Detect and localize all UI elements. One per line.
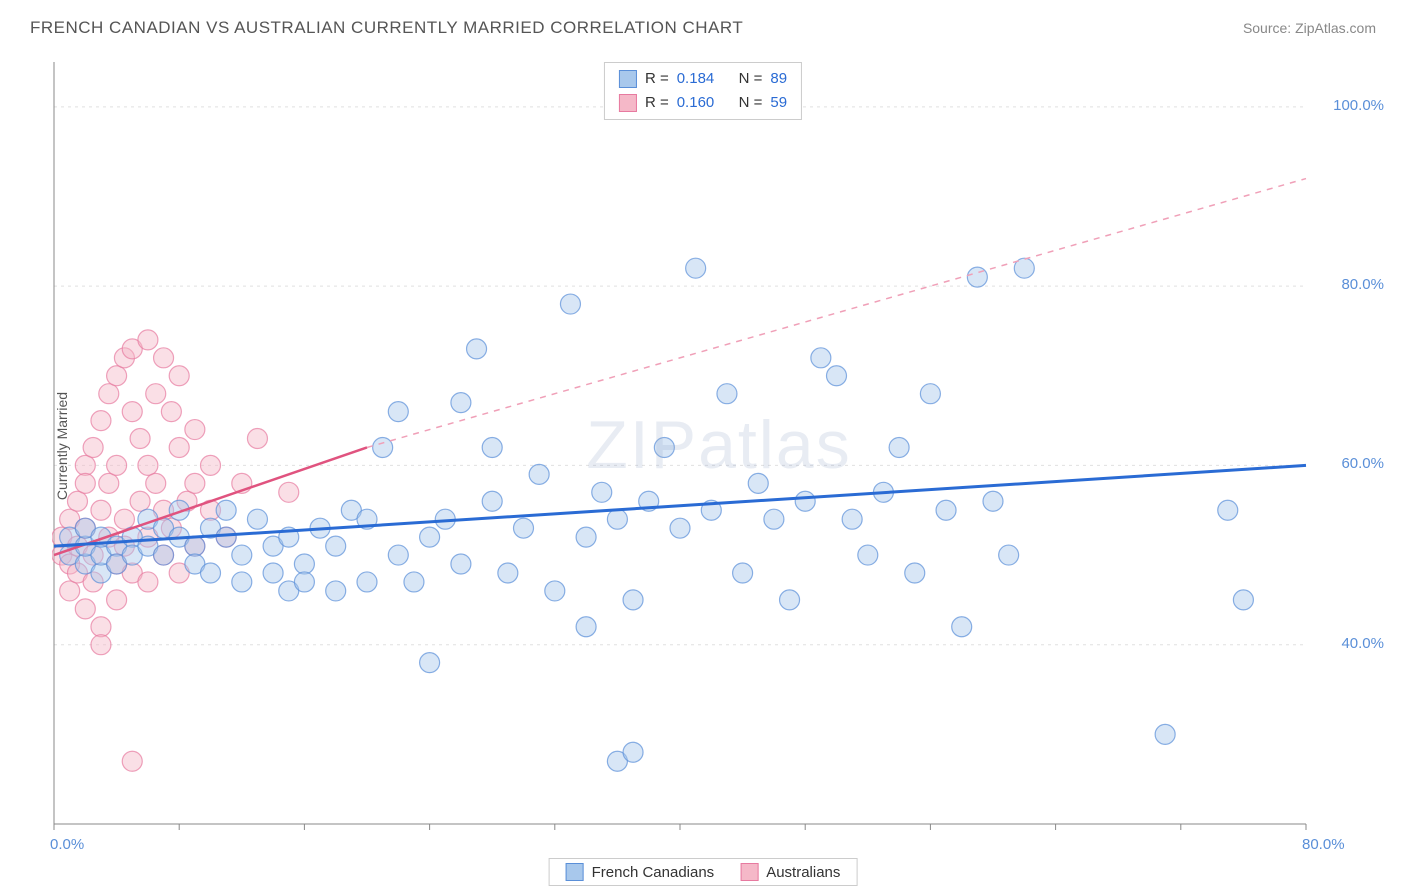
x-tick-label: 80.0% — [1302, 836, 1345, 853]
n-value-2: 59 — [770, 91, 787, 115]
stats-row-series1: R = 0.184 N = 89 — [619, 67, 787, 91]
chart-title: FRENCH CANADIAN VS AUSTRALIAN CURRENTLY … — [30, 18, 743, 38]
legend-item-series2: Australians — [740, 863, 840, 881]
x-tick-label: 0.0% — [50, 836, 84, 853]
swatch-series2 — [619, 94, 637, 112]
legend: French Canadians Australians — [549, 858, 858, 886]
chart-area: ZIPatlas 40.0%60.0%80.0%100.0%0.0%80.0% — [52, 60, 1386, 862]
stats-row-series2: R = 0.160 N = 59 — [619, 91, 787, 115]
legend-swatch-series1 — [566, 863, 584, 881]
swatch-series1 — [619, 70, 637, 88]
y-tick-label: 100.0% — [1333, 97, 1384, 114]
legend-label-series2: Australians — [766, 864, 840, 881]
n-value-1: 89 — [770, 67, 787, 91]
legend-item-series1: French Canadians — [566, 863, 715, 881]
correlation-stats-box: R = 0.184 N = 89 R = 0.160 N = 59 — [604, 62, 802, 120]
y-tick-label: 40.0% — [1341, 635, 1384, 652]
chart-source: Source: ZipAtlas.com — [1243, 20, 1376, 36]
r-label-2: R = — [645, 91, 669, 115]
n-label-1: N = — [739, 67, 763, 91]
y-tick-label: 60.0% — [1341, 455, 1384, 472]
legend-swatch-series2 — [740, 863, 758, 881]
r-value-1: 0.184 — [677, 67, 715, 91]
legend-label-series1: French Canadians — [592, 864, 715, 881]
r-value-2: 0.160 — [677, 91, 715, 115]
n-label-2: N = — [739, 91, 763, 115]
scatter-chart-svg — [52, 60, 1386, 862]
r-label-1: R = — [645, 67, 669, 91]
y-tick-label: 80.0% — [1341, 276, 1384, 293]
